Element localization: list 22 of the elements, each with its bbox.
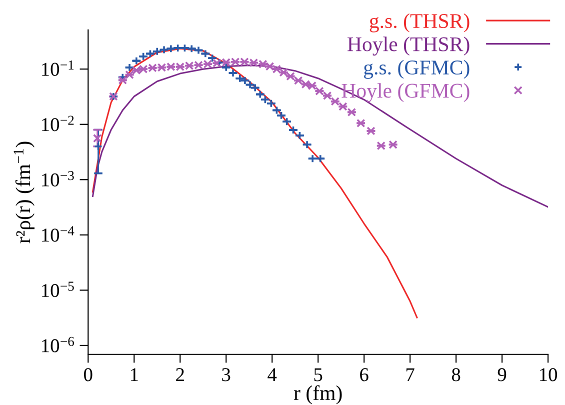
- y-tick-label: 10$^{−3}$: [42, 171, 74, 186]
- x-axis-title: r (fm): [294, 385, 342, 404]
- x-tick-label: 5: [314, 368, 322, 382]
- y-tick-label: 10$^{−2}$: [42, 116, 74, 132]
- x-tick-label: 3: [222, 368, 230, 382]
- y-tick-label: 10$^{−1}$: [42, 60, 74, 76]
- x-tick-label: 8: [452, 368, 460, 382]
- y-tick-label: 10$^{−4}$: [42, 226, 74, 242]
- x-tick-label: 10: [540, 368, 558, 382]
- x-tick-label: 2: [176, 368, 184, 382]
- y-tick-label: 10$^{−5}$: [42, 282, 74, 298]
- legend-label: g.s. (GFMC): [364, 60, 470, 79]
- x-tick-label: 1: [130, 368, 138, 382]
- x-tick-label: 7: [406, 368, 414, 382]
- legend-label: g.s. (THSR): [370, 13, 470, 32]
- x-tick-label: 6: [360, 368, 368, 382]
- legend-label: Hoyle (THSR): [348, 36, 470, 56]
- y-axis-title: r²ρ(r) (fm$^{−1}$): [14, 142, 34, 244]
- y-tick-label: 10$^{−6}$: [42, 336, 74, 352]
- x-tick-label: 4: [268, 368, 277, 382]
- x-tick-label: 0: [84, 368, 92, 382]
- x-tick-label: 9: [498, 368, 506, 382]
